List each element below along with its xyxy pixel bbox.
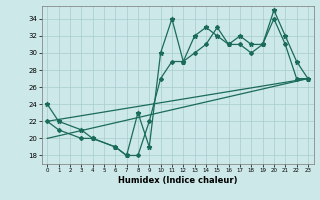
X-axis label: Humidex (Indice chaleur): Humidex (Indice chaleur) [118, 176, 237, 185]
